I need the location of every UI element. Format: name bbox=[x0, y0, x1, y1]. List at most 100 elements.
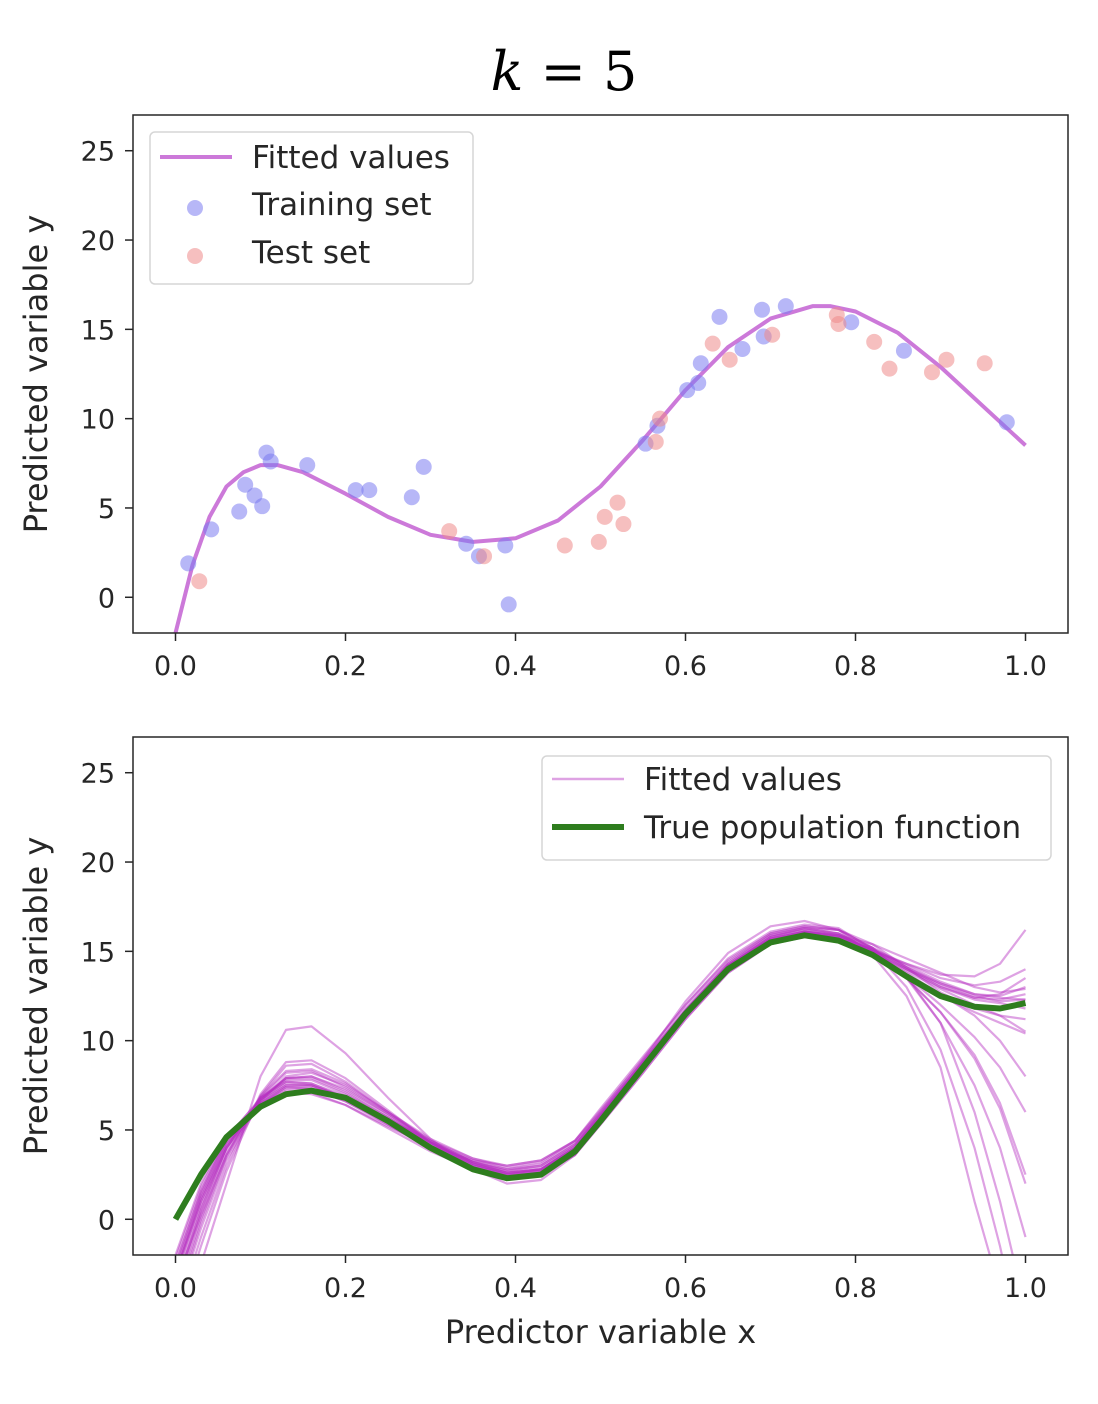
x-tick-label: 0.4 bbox=[494, 1273, 537, 1304]
fitted-curve bbox=[177, 930, 1026, 1255]
training-point bbox=[347, 482, 364, 499]
test-point bbox=[652, 410, 668, 427]
training-point bbox=[458, 535, 475, 552]
legend-box bbox=[149, 131, 474, 285]
test-point bbox=[764, 326, 781, 343]
test-point bbox=[615, 516, 632, 533]
training-point bbox=[711, 308, 728, 325]
legend-test-label: Test set bbox=[251, 235, 370, 271]
training-point bbox=[690, 374, 707, 391]
legend-training-label: Training set bbox=[251, 187, 432, 223]
x-tick-label: 0.6 bbox=[664, 651, 707, 682]
training-point bbox=[998, 414, 1015, 431]
training-point bbox=[403, 489, 420, 506]
training-point bbox=[497, 537, 514, 554]
test-point bbox=[976, 355, 993, 372]
plot-frame bbox=[132, 736, 1069, 1256]
test-point bbox=[830, 315, 847, 332]
training-point bbox=[361, 482, 378, 499]
fitted-curve bbox=[197, 923, 1004, 1255]
x-tick-label: 0.8 bbox=[834, 651, 877, 682]
training-point bbox=[203, 521, 220, 538]
y-tick-label: 25 bbox=[81, 759, 115, 790]
legend-true-label: True population function bbox=[643, 810, 1021, 846]
x-tick-label: 0.2 bbox=[324, 1273, 367, 1304]
legend-fitted-label: Fitted values bbox=[252, 140, 450, 176]
y-tick-label: 5 bbox=[98, 1116, 115, 1147]
x-tick-label: 1.0 bbox=[1004, 1273, 1047, 1304]
panel-2: 0.0 0.2 0.4 0.6 0.8 1.0 0 5 10 15 20 25 Predicted va… bbox=[17, 736, 1069, 1351]
y-axis-label: Predicted variable y bbox=[17, 215, 55, 534]
legend-training-swatch bbox=[187, 200, 203, 216]
training-point bbox=[843, 314, 860, 331]
test-point bbox=[441, 523, 458, 540]
test-point bbox=[596, 508, 613, 525]
y-tick-label: 10 bbox=[81, 405, 115, 436]
y-tick-label: 15 bbox=[81, 937, 115, 968]
fitted-curve bbox=[184, 932, 1026, 1255]
true-function-line bbox=[172, 932, 1027, 1221]
fitted-curve bbox=[179, 930, 1026, 1255]
test-point bbox=[866, 333, 883, 350]
test-point bbox=[556, 537, 573, 554]
legend-test-swatch bbox=[187, 248, 203, 264]
training-point bbox=[180, 555, 197, 572]
test-point bbox=[704, 335, 721, 352]
training-point bbox=[500, 596, 517, 613]
fitted-values-line bbox=[173, 304, 1027, 633]
y-tick-label: 20 bbox=[81, 848, 115, 879]
test-point bbox=[191, 573, 208, 590]
x-axis-label: Predictor variable x bbox=[445, 1313, 756, 1351]
legend: Fitted values Training set Test set bbox=[149, 131, 474, 285]
training-point bbox=[754, 301, 770, 318]
x-tick-label: 0.0 bbox=[154, 651, 197, 682]
test-point bbox=[721, 351, 738, 368]
y-tick-label: 10 bbox=[81, 1027, 115, 1058]
training-point bbox=[237, 476, 254, 493]
training-point bbox=[692, 355, 709, 372]
title-value: = 5 bbox=[540, 40, 638, 103]
training-point bbox=[262, 453, 279, 470]
plot-frame bbox=[132, 114, 1069, 634]
x-tick-label: 0.6 bbox=[664, 1273, 707, 1304]
fitted-curve bbox=[180, 935, 1026, 1255]
x-tick-label: 0.4 bbox=[494, 651, 537, 682]
plot-area bbox=[172, 919, 1027, 1255]
test-point bbox=[881, 360, 898, 377]
plot-area bbox=[173, 298, 1027, 633]
x-tick-label: 1.0 bbox=[1004, 651, 1047, 682]
chart-title: k = 5 bbox=[0, 40, 1098, 103]
legend: Fitted values True population function bbox=[541, 755, 1052, 861]
training-point bbox=[415, 458, 432, 475]
training-point bbox=[254, 498, 271, 515]
training-point bbox=[231, 503, 248, 520]
fitted-curve bbox=[180, 928, 1027, 1255]
y-tick-label: 0 bbox=[98, 583, 115, 614]
fitted-curve bbox=[175, 930, 1026, 1255]
test-point bbox=[647, 433, 664, 450]
y-tick-label: 0 bbox=[98, 1205, 115, 1236]
legend-box bbox=[541, 755, 1052, 861]
legend-fitted-label: Fitted values bbox=[644, 762, 842, 798]
test-point bbox=[938, 351, 955, 368]
title-variable: k bbox=[490, 40, 524, 103]
test-point bbox=[476, 548, 493, 565]
training-point bbox=[777, 298, 794, 315]
y-tick-label: 25 bbox=[81, 137, 115, 168]
training-point bbox=[895, 342, 912, 359]
test-point bbox=[590, 533, 607, 550]
x-tick-label: 0.8 bbox=[834, 1273, 877, 1304]
y-axis-label: Predicted variable y bbox=[17, 837, 55, 1156]
panel-1: 0.0 0.2 0.4 0.6 0.8 1.0 0 5 10 15 20 25 Predicted va… bbox=[17, 114, 1069, 682]
test-point bbox=[924, 364, 940, 381]
x-tick-label: 0.2 bbox=[324, 651, 367, 682]
fitted-curve bbox=[177, 926, 1026, 1255]
training-point bbox=[734, 340, 751, 357]
y-tick-label: 5 bbox=[98, 494, 115, 525]
x-tick-label: 0.0 bbox=[154, 1273, 197, 1304]
test-point bbox=[609, 494, 626, 511]
training-point bbox=[299, 457, 316, 474]
y-tick-label: 20 bbox=[81, 226, 115, 257]
y-tick-label: 15 bbox=[81, 315, 115, 346]
